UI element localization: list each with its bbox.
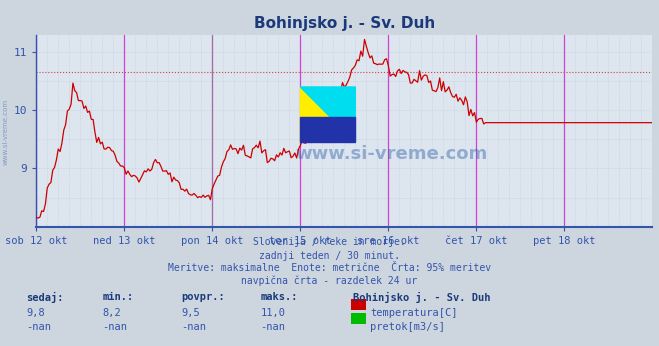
Text: -nan: -nan	[102, 322, 127, 333]
Text: Bohinjsko j. - Sv. Duh: Bohinjsko j. - Sv. Duh	[353, 292, 490, 303]
Text: maks.:: maks.:	[260, 292, 298, 302]
Text: 9,8: 9,8	[26, 308, 45, 318]
Text: Meritve: maksimalne  Enote: metrične  Črta: 95% meritev: Meritve: maksimalne Enote: metrične Črta…	[168, 263, 491, 273]
Text: 11,0: 11,0	[260, 308, 285, 318]
Text: www.si-vreme.com: www.si-vreme.com	[2, 98, 9, 165]
Text: Slovenija / reke in morje.: Slovenija / reke in morje.	[253, 237, 406, 247]
Text: sedaj:: sedaj:	[26, 292, 64, 303]
Text: 8,2: 8,2	[102, 308, 121, 318]
Text: pretok[m3/s]: pretok[m3/s]	[370, 322, 445, 333]
Title: Bohinjsko j. - Sv. Duh: Bohinjsko j. - Sv. Duh	[254, 16, 435, 31]
Polygon shape	[301, 87, 355, 142]
Text: www.si-vreme.com: www.si-vreme.com	[295, 145, 487, 163]
Text: povpr.:: povpr.:	[181, 292, 225, 302]
Text: navpična črta - razdelek 24 ur: navpična črta - razdelek 24 ur	[241, 275, 418, 285]
Text: 9,5: 9,5	[181, 308, 200, 318]
Text: zadnji teden / 30 minut.: zadnji teden / 30 minut.	[259, 251, 400, 261]
Polygon shape	[301, 87, 355, 142]
Text: temperatura[C]: temperatura[C]	[370, 308, 458, 318]
Text: -nan: -nan	[260, 322, 285, 333]
Text: -nan: -nan	[181, 322, 206, 333]
Bar	[301, 117, 355, 142]
Text: min.:: min.:	[102, 292, 133, 302]
Text: -nan: -nan	[26, 322, 51, 333]
